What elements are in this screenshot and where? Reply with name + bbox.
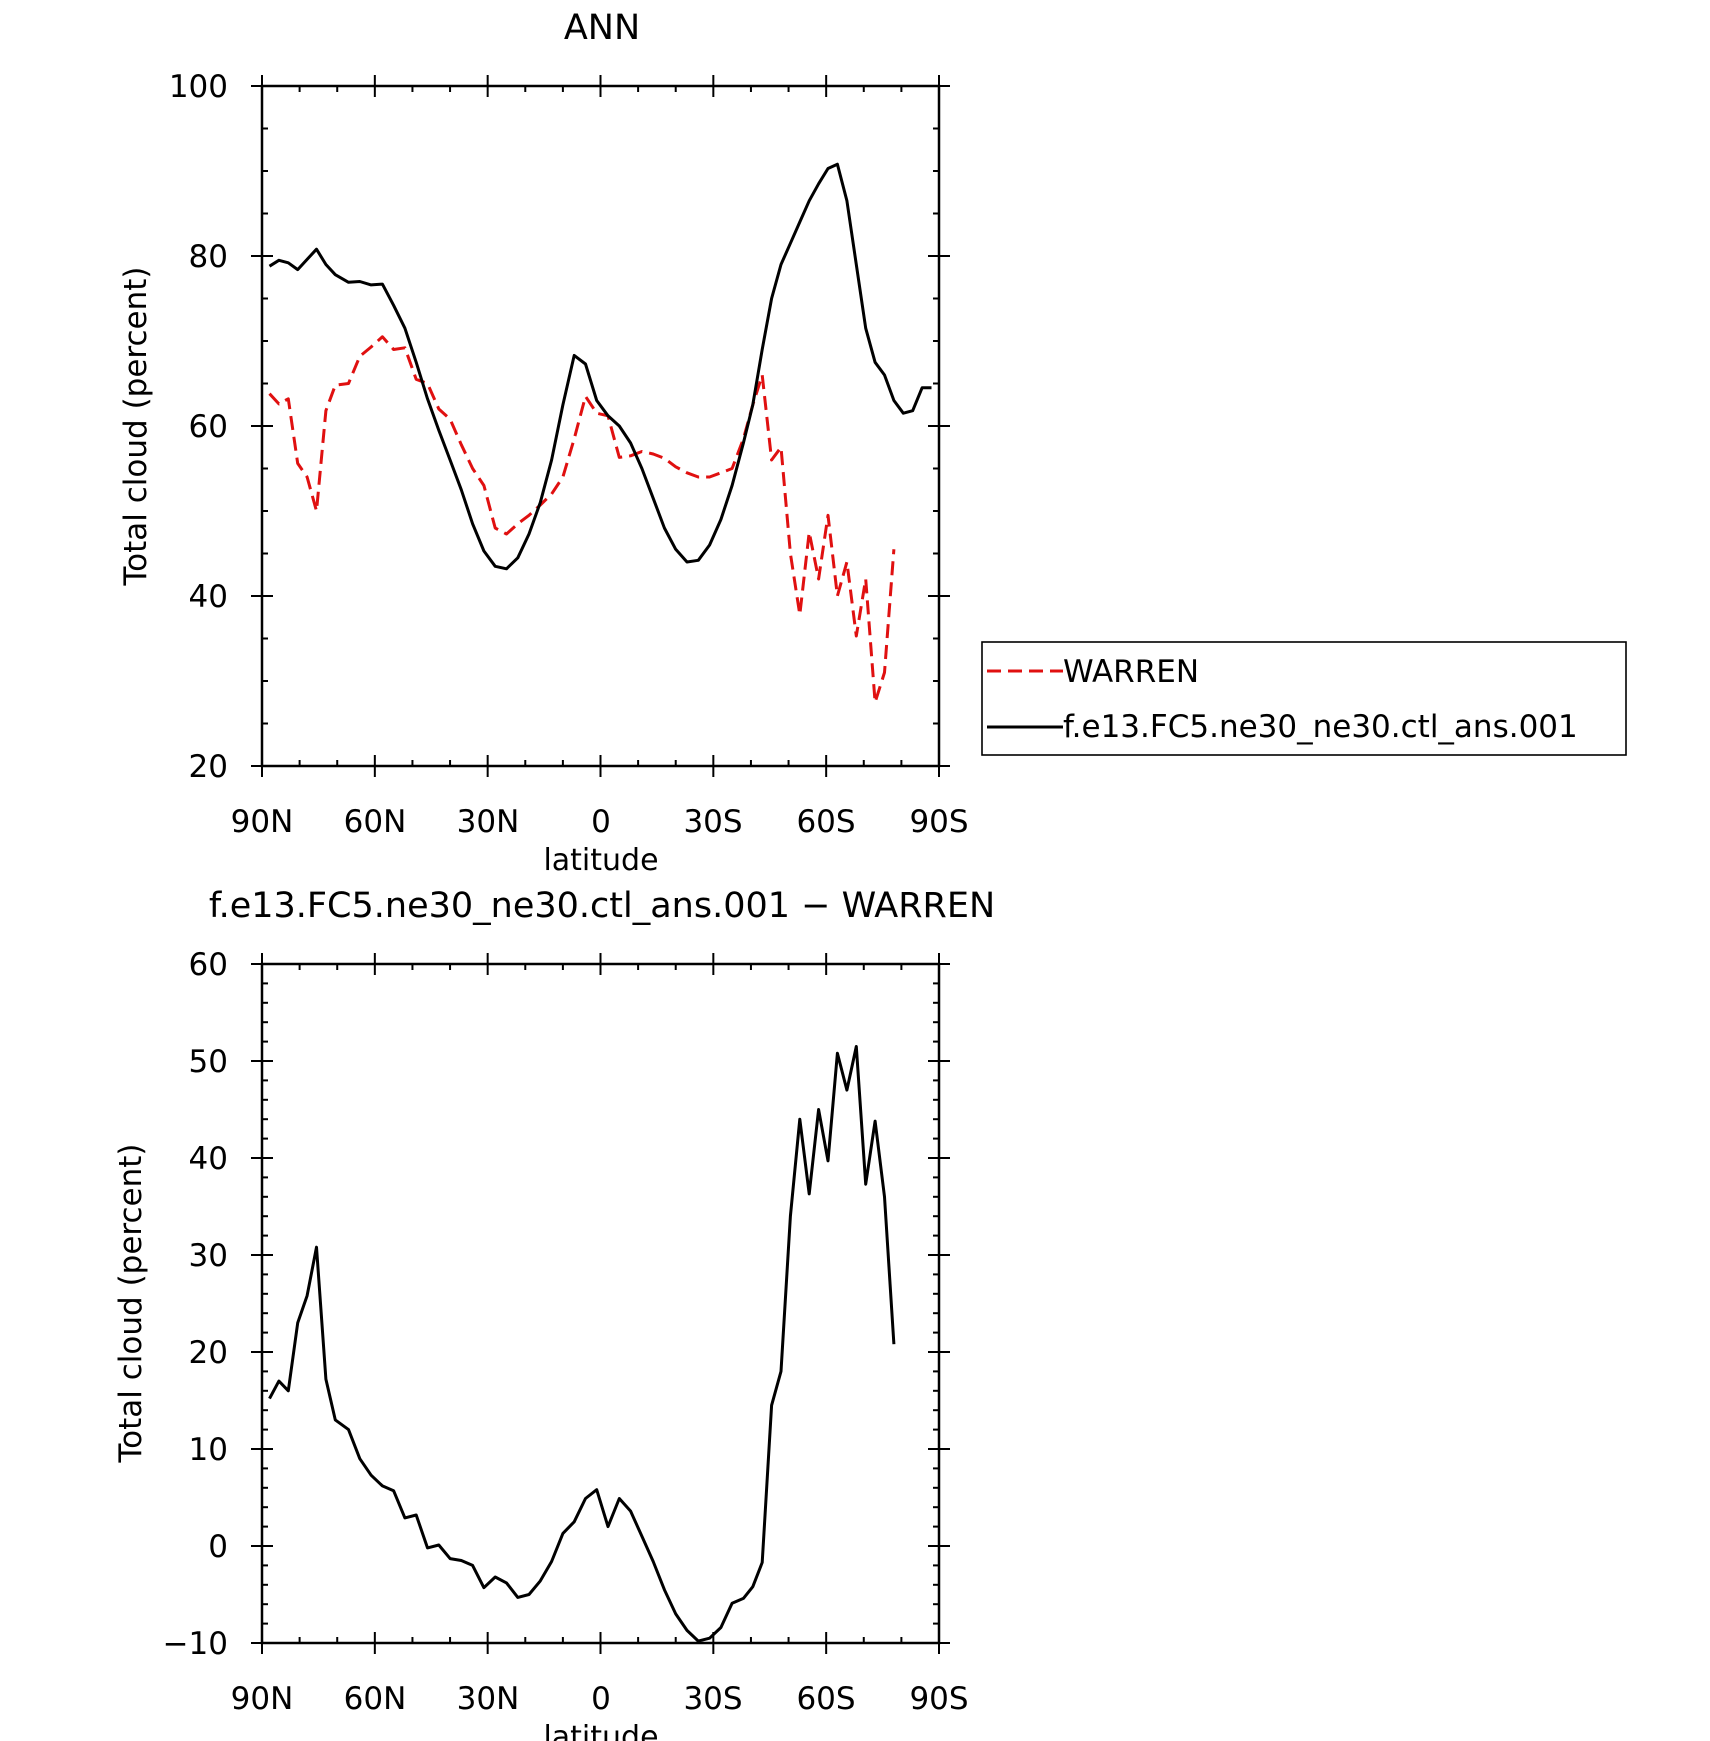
y-tick-label: 50: [189, 1044, 228, 1080]
x-tick-label: 90S: [909, 804, 968, 840]
y-tick-label: 80: [189, 239, 228, 275]
x-tick-label: 0: [591, 1681, 611, 1717]
top-x-axis-label: latitude: [543, 843, 658, 878]
series-line-warren: [268, 335, 896, 704]
legend-label-warren: WARREN: [1063, 654, 1199, 690]
x-tick-label: 30N: [457, 804, 520, 840]
top-chart-series: [268, 162, 932, 704]
bottom-chart-panel: f.e13.FC5.ne30_ne30.ctl_ans.001 − WARREN…: [113, 886, 995, 1741]
y-tick-label: 0: [208, 1529, 228, 1565]
legend-label-model: f.e13.FC5.ne30_ne30.ctl_ans.001: [1063, 709, 1578, 745]
y-tick-label: 40: [189, 579, 228, 615]
top-chart-panel: ANN 90N 60N 30N 0 30S 60S 90S 20 40 60 8…: [118, 8, 1627, 878]
bottom-x-tick-labels: 90N 60N 30N 0 30S 60S 90S: [231, 1681, 969, 1717]
bottom-chart-series: [268, 1045, 896, 1643]
bottom-plot-frame: [260, 962, 941, 1645]
y-tick-label: 100: [169, 69, 228, 105]
x-tick-label: 60N: [344, 1681, 407, 1717]
series-line-f-e13-fc5-ne30-ne30-ctl-ans-001-warren: [268, 1045, 896, 1643]
bottom-y-axis-label: Total cloud (percent): [113, 1144, 149, 1464]
top-plot-frame: [260, 84, 941, 768]
top-y-axis-label: Total cloud (percent): [118, 267, 154, 587]
top-chart-ticks: [251, 75, 950, 777]
y-tick-label: 40: [189, 1141, 228, 1177]
y-tick-label: 10: [189, 1432, 228, 1468]
bottom-chart-ticks: [251, 953, 950, 1654]
x-tick-label: 30S: [683, 1681, 742, 1717]
y-tick-label: 20: [189, 749, 228, 785]
bottom-y-tick-labels: −10 0 10 20 30 40 50 60: [163, 947, 228, 1662]
x-tick-label: 90N: [231, 804, 294, 840]
x-tick-label: 90S: [909, 1681, 968, 1717]
y-tick-label: 60: [189, 409, 228, 445]
top-y-tick-labels: 20 40 60 80 100: [169, 69, 228, 785]
legend: WARREN f.e13.FC5.ne30_ne30.ctl_ans.001: [981, 641, 1627, 756]
y-tick-label: −10: [163, 1626, 228, 1662]
y-tick-label: 30: [189, 1238, 228, 1274]
x-tick-label: 30N: [457, 1681, 520, 1717]
series-line-f-e13-fc5-ne30-ne30-ctl-ans-001: [268, 162, 932, 571]
top-x-tick-labels: 90N 60N 30N 0 30S 60S 90S: [231, 804, 969, 840]
x-tick-label: 90N: [231, 1681, 294, 1717]
x-tick-label: 30S: [683, 804, 742, 840]
y-tick-label: 60: [189, 947, 228, 983]
bottom-chart-title: f.e13.FC5.ne30_ne30.ctl_ans.001 − WARREN: [209, 886, 995, 926]
x-tick-label: 60S: [796, 1681, 855, 1717]
x-tick-label: 60S: [796, 804, 855, 840]
bottom-x-axis-label: latitude: [543, 1720, 658, 1741]
x-tick-label: 0: [591, 804, 611, 840]
x-tick-label: 60N: [344, 804, 407, 840]
top-chart-title: ANN: [564, 8, 640, 48]
legend-box: [981, 641, 1627, 756]
y-tick-label: 20: [189, 1335, 228, 1371]
